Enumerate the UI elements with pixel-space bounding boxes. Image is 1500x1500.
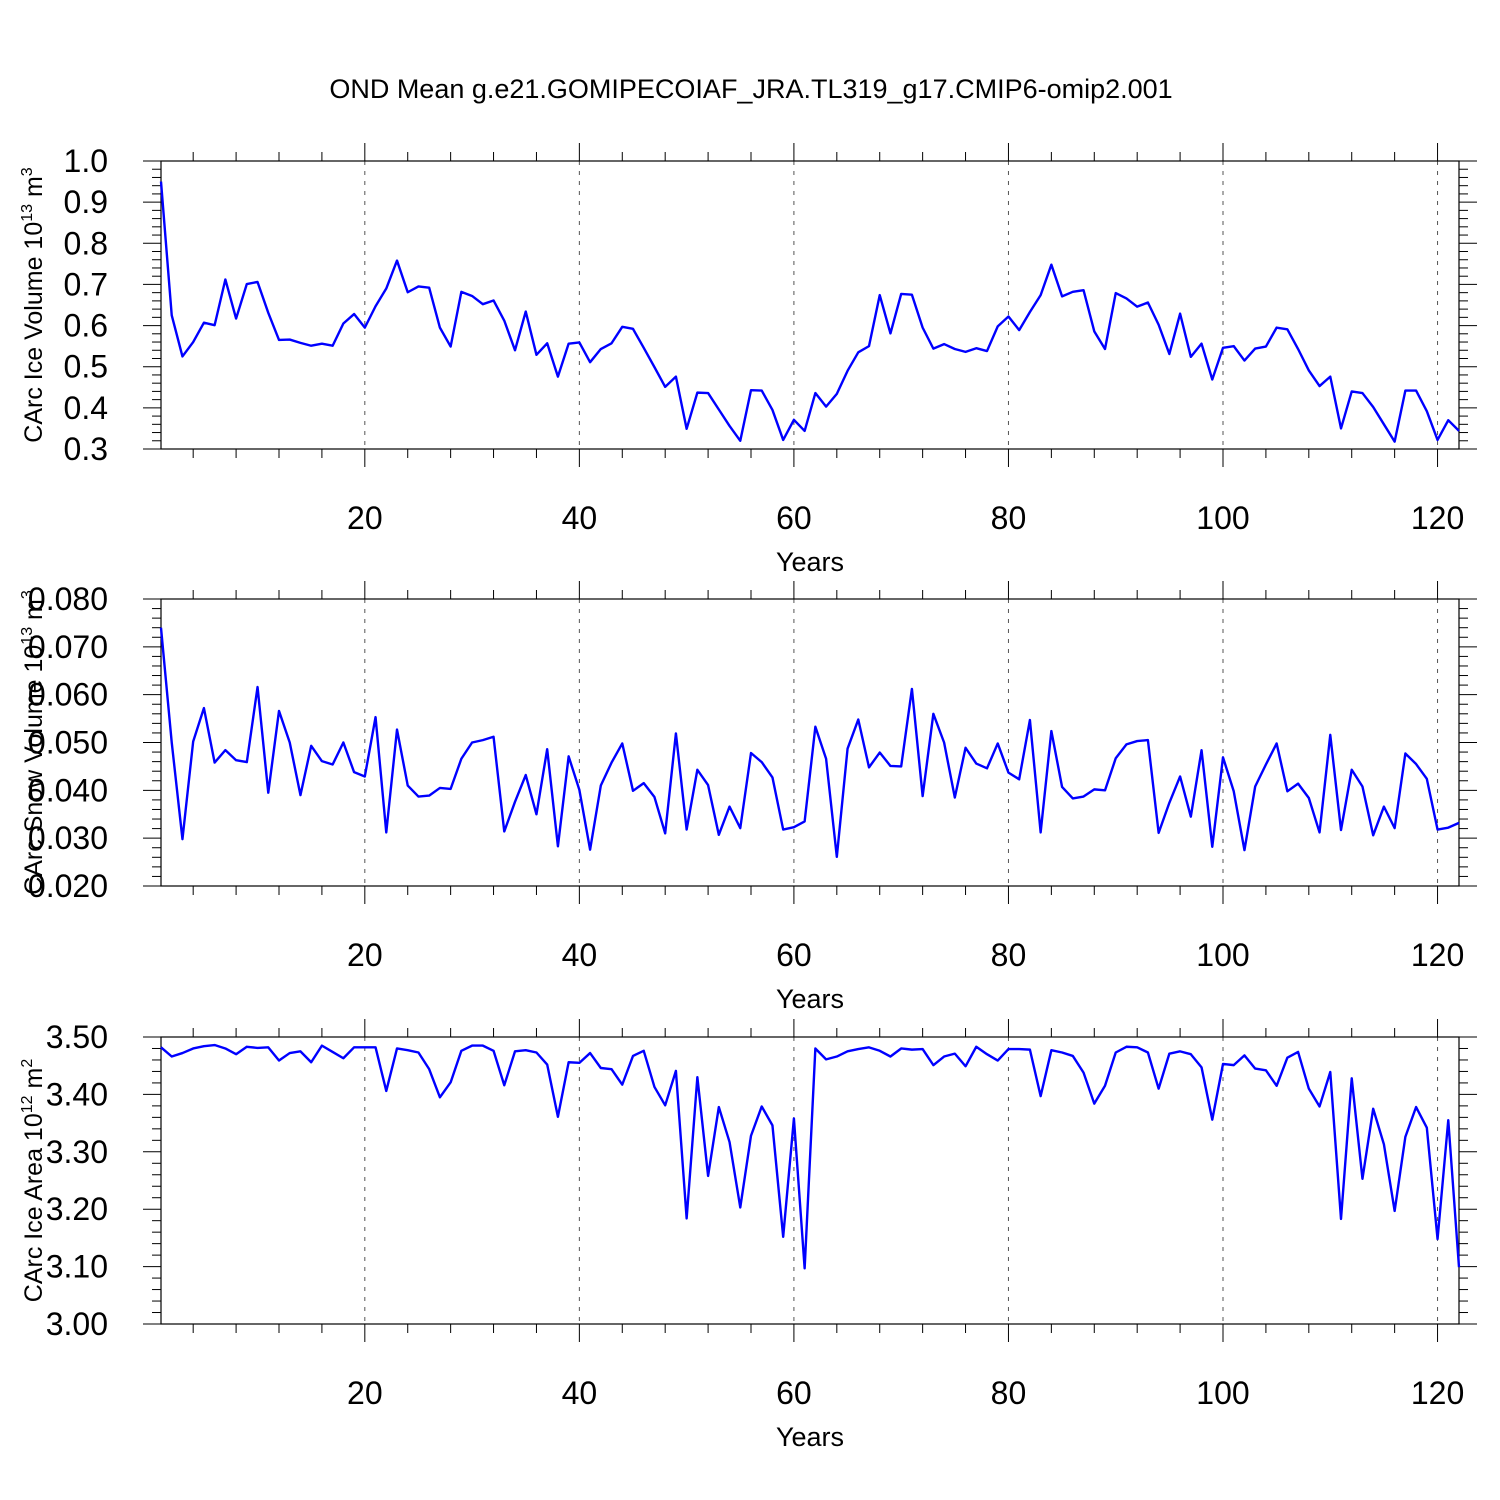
x-tick-label: 20 (347, 500, 383, 536)
y-tick-label: 1.0 (64, 143, 108, 179)
figure-title: OND Mean g.e21.GOMIPECOIAF_JRA.TL319_g17… (329, 74, 1172, 104)
x-tick-label: 20 (347, 1375, 383, 1411)
x-axis-label: Years (776, 984, 844, 1014)
x-tick-label: 120 (1411, 1375, 1464, 1411)
x-tick-label: 80 (991, 500, 1027, 536)
y-tick-label: 0.040 (28, 772, 108, 808)
x-tick-label: 100 (1196, 500, 1249, 536)
x-tick-label: 60 (776, 500, 812, 536)
y-tick-label: 3.10 (46, 1249, 108, 1285)
y-tick-label: 0.020 (28, 868, 108, 904)
y-tick-label: 0.4 (64, 390, 108, 426)
plot-frame (160, 598, 1460, 887)
plot-frame (160, 160, 1460, 450)
y-axis-label: CArc Snow Volume 1013 m3 (19, 590, 48, 895)
y-tick-label: 0.3 (64, 431, 108, 467)
x-tick-label: 80 (991, 1375, 1027, 1411)
y-tick-label: 0.050 (28, 725, 108, 761)
x-tick-label: 120 (1411, 937, 1464, 973)
y-tick-label: 0.060 (28, 677, 108, 713)
y-tick-label: 0.030 (28, 820, 108, 856)
x-axis-label: Years (776, 1422, 844, 1452)
x-tick-label: 20 (347, 937, 383, 973)
y-tick-label: 3.40 (46, 1076, 108, 1112)
y-tick-label: 0.5 (64, 349, 108, 385)
plot-frame (160, 1036, 1460, 1325)
y-axis-label: CArc Ice Area 1012 m2 (19, 1059, 48, 1303)
panel-snow-volume: 20 40 60 80 100 120 0.020 0.030 0.040 0.050 0.060 0… (19, 581, 1477, 1014)
x-tick-label: 100 (1196, 937, 1249, 973)
x-tick-label: 40 (562, 937, 598, 973)
x-tick-label: 60 (776, 937, 812, 973)
y-tick-label: 0.7 (64, 266, 108, 302)
x-tick-label: 40 (562, 1375, 598, 1411)
x-tick-label: 40 (562, 500, 598, 536)
series-line-volume (159, 181, 1460, 443)
series-line-area (160, 1043, 1461, 1270)
y-tick-label: 3.20 (46, 1191, 108, 1227)
y-tick-label: 0.8 (64, 225, 108, 261)
y-axis-label: CArc Ice Volume 1013 m3 (19, 167, 48, 443)
panel-ice-area: 20 40 60 80 100 120 3.00 3.10 3.20 3.30 3.40 3.50 Ye… (19, 1019, 1477, 1452)
y-tick-label: 0.9 (64, 184, 108, 220)
panel-ice-volume: 20 40 60 80 100 120 0.3 0.4 0.5 0.6 0.7 0.8 0.9 1.0 Ye… (19, 143, 1477, 577)
y-tick-label: 3.00 (46, 1306, 108, 1342)
y-tick-label: 0.6 (64, 308, 108, 344)
y-tick-label: 3.50 (46, 1019, 108, 1055)
y-tick-label: 0.070 (28, 629, 108, 665)
y-tick-label: 0.080 (28, 581, 108, 617)
y-tick-label: 3.30 (46, 1134, 108, 1170)
x-tick-label: 80 (991, 937, 1027, 973)
x-tick-label: 60 (776, 1375, 812, 1411)
x-tick-label: 120 (1411, 500, 1464, 536)
series-line-snow (159, 627, 1460, 859)
x-tick-label: 100 (1196, 1375, 1249, 1411)
x-axis-label: Years (776, 547, 844, 577)
